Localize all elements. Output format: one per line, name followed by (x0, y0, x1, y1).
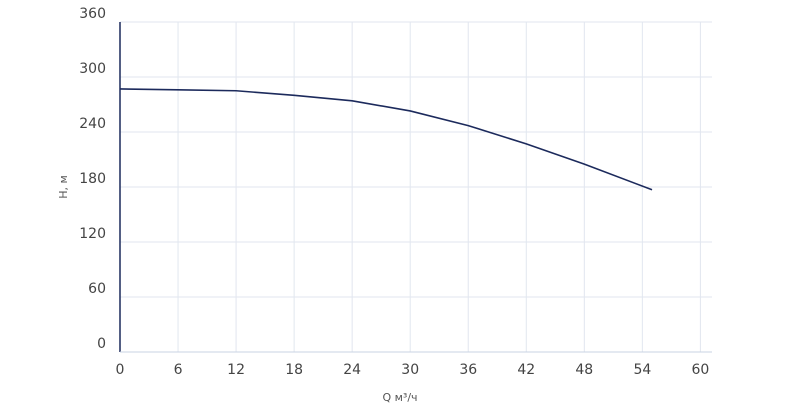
x-tick-label: 48 (575, 362, 593, 378)
x-tick-label: 30 (401, 362, 419, 378)
x-tick-label: 36 (459, 362, 477, 378)
x-tick-label: 54 (633, 362, 651, 378)
x-axis-title: Q м³/ч (382, 391, 417, 404)
y-tick-label: 360 (79, 6, 106, 22)
x-tick-label: 0 (116, 362, 125, 378)
x-tick-label: 24 (343, 362, 361, 378)
curve (119, 88, 653, 191)
x-tick-label: 12 (227, 362, 245, 378)
y-tick-label: 120 (79, 226, 106, 242)
y-tick-label: 180 (79, 171, 106, 187)
x-tick-label: 60 (691, 362, 709, 378)
y-tick-label: 60 (88, 281, 106, 297)
x-tick-label: 6 (174, 362, 183, 378)
y-axis-title: H, м (57, 175, 70, 199)
x-tick-label: 42 (517, 362, 535, 378)
y-tick-label: 300 (79, 61, 106, 77)
x-tick-label: 18 (285, 362, 303, 378)
y-tick-label: 0 (97, 336, 106, 352)
y-tick-label: 240 (79, 116, 106, 132)
